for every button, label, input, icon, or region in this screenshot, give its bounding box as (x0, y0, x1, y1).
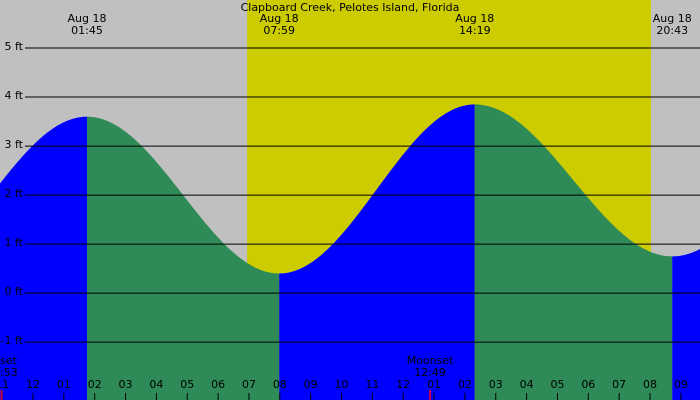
extreme-date: Aug 18 (653, 12, 692, 25)
falling-tide (87, 116, 280, 400)
rising-tide (279, 104, 475, 400)
extreme-time: 14:19 (459, 24, 491, 37)
rising-tide (672, 249, 700, 400)
x-tick-label: 11 (0, 378, 9, 391)
x-tick-label: 10 (335, 378, 349, 391)
x-tick-label: 03 (119, 378, 133, 391)
moon-event-name: Moonset (407, 354, 454, 367)
y-tick-label: -1 ft (1, 334, 24, 347)
x-tick-label: 12 (396, 378, 410, 391)
x-tick-label: 01 (57, 378, 71, 391)
x-tick-label: 08 (273, 378, 287, 391)
y-tick-label: 3 ft (5, 138, 24, 151)
moon-event-time: 12:49 (414, 366, 446, 379)
x-tick-label: 04 (520, 378, 534, 391)
y-tick-label: 1 ft (5, 236, 24, 249)
extreme-date: Aug 18 (68, 12, 107, 25)
x-tick-label: 06 (581, 378, 595, 391)
rising-tide (0, 116, 87, 400)
x-tick-label: 11 (365, 378, 379, 391)
x-tick-label: 07 (242, 378, 256, 391)
y-tick-label: 5 ft (5, 40, 24, 53)
x-tick-label: 02 (88, 378, 102, 391)
extreme-time: 07:59 (263, 24, 295, 37)
x-tick-label: 12 (26, 378, 40, 391)
moon-event-name: set (0, 354, 17, 367)
x-tick-label: 09 (304, 378, 318, 391)
falling-tide (474, 104, 673, 400)
chart-title: Clapboard Creek, Pelotes Island, Florida (241, 1, 460, 14)
x-tick-label: 09 (674, 378, 688, 391)
x-tick-label: 04 (149, 378, 163, 391)
y-tick-label: 0 ft (5, 285, 24, 298)
x-tick-label: 02 (458, 378, 472, 391)
extreme-time: 01:45 (71, 24, 103, 37)
extreme-time: 20:43 (656, 24, 688, 37)
x-tick-label: 05 (180, 378, 194, 391)
extreme-date: Aug 18 (260, 12, 299, 25)
x-tick-label: 03 (489, 378, 503, 391)
extreme-date: Aug 18 (455, 12, 494, 25)
x-tick-label: 01 (427, 378, 441, 391)
x-tick-label: 07 (612, 378, 626, 391)
moon-event-time: :53 (0, 366, 18, 379)
y-tick-label: 2 ft (5, 187, 24, 200)
x-tick-label: 08 (643, 378, 657, 391)
x-tick-label: 06 (211, 378, 225, 391)
y-tick-label: 4 ft (5, 89, 24, 102)
x-tick-label: 05 (550, 378, 564, 391)
